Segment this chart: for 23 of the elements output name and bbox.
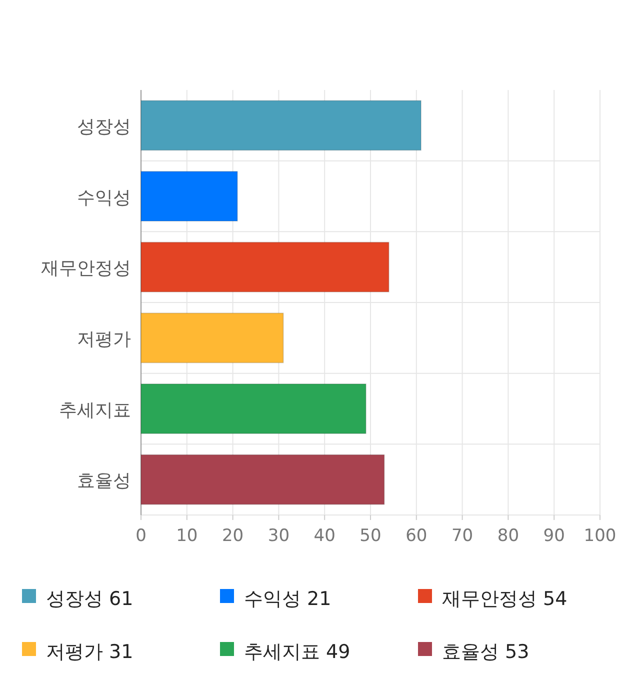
x-tick-label: 70: [451, 526, 474, 546]
x-tick-label: 0: [136, 526, 146, 546]
x-tick-label: 10: [176, 526, 198, 546]
legend-label: 성장성 61: [46, 588, 134, 610]
y-tick-label: 성장성: [77, 116, 131, 138]
x-tick-label: 80: [497, 526, 520, 546]
y-tick-label: 수익성: [77, 187, 131, 208]
y-tick-label: 저평가: [77, 328, 131, 350]
x-tick-label: 20: [222, 526, 244, 546]
y-tick-label: 추세지표: [59, 400, 131, 421]
legend-label: 저평가 31: [46, 641, 134, 663]
legend-label: 효율성 53: [442, 641, 530, 663]
legend-label: 추세지표 49: [244, 641, 350, 663]
x-tick-label: 50: [360, 526, 382, 546]
legend-label: 재무안정성 54: [442, 588, 568, 610]
x-tick-label: 60: [406, 526, 428, 546]
legend-label: 수익성 21: [244, 588, 332, 610]
y-tick-label: 재무안정성: [41, 258, 131, 280]
x-tick-label: 40: [314, 526, 336, 546]
x-tick-label: 90: [543, 526, 565, 546]
y-tick-label: 효율성: [77, 470, 131, 492]
x-tick-label: 30: [268, 526, 290, 546]
x-tick-label: 100: [584, 526, 616, 546]
